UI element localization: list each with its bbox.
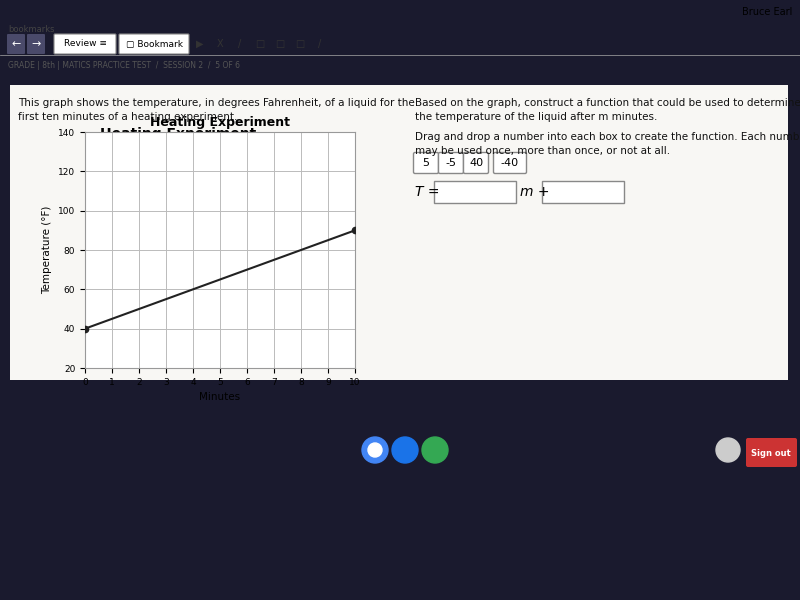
Text: GRADE | 8th | MATICS PRACTICE TEST  /  SESSION 2  /  5 OF 6: GRADE | 8th | MATICS PRACTICE TEST / SES… — [8, 61, 240, 70]
Text: T =: T = — [415, 185, 439, 199]
Circle shape — [716, 438, 740, 462]
FancyBboxPatch shape — [542, 181, 624, 203]
FancyBboxPatch shape — [434, 181, 516, 203]
Text: X: X — [217, 39, 223, 49]
Text: Sign out: Sign out — [751, 449, 791, 457]
Text: bookmarks: bookmarks — [8, 25, 54, 34]
Text: →: → — [31, 39, 41, 49]
Text: m +: m + — [520, 185, 550, 199]
Text: This graph shows the temperature, in degrees Fahrenheit, of a liquid for the: This graph shows the temperature, in deg… — [18, 98, 414, 108]
Text: the temperature of the liquid after m minutes.: the temperature of the liquid after m mi… — [415, 112, 658, 122]
Circle shape — [362, 437, 388, 463]
Title: Heating Experiment: Heating Experiment — [150, 116, 290, 130]
Text: /: / — [318, 39, 322, 49]
FancyBboxPatch shape — [27, 34, 45, 54]
Text: Bruce Earl: Bruce Earl — [742, 7, 792, 17]
Text: may be used once, more than once, or not at all.: may be used once, more than once, or not… — [415, 146, 670, 156]
Text: Based on the graph, construct a function that could be used to determine T,: Based on the graph, construct a function… — [415, 98, 800, 108]
Text: -5: -5 — [446, 158, 457, 168]
Text: ←: ← — [11, 39, 21, 49]
Text: 5: 5 — [422, 158, 430, 168]
FancyBboxPatch shape — [463, 152, 489, 173]
FancyBboxPatch shape — [10, 85, 788, 380]
FancyBboxPatch shape — [438, 152, 463, 173]
Text: ▢ Bookmark: ▢ Bookmark — [126, 40, 182, 49]
Circle shape — [368, 443, 382, 457]
Text: □: □ — [255, 39, 265, 49]
FancyBboxPatch shape — [746, 438, 797, 467]
Text: /: / — [238, 39, 242, 49]
Text: -40: -40 — [501, 158, 519, 168]
Text: first ten minutes of a heating experiment.: first ten minutes of a heating experimen… — [18, 112, 238, 122]
FancyBboxPatch shape — [54, 34, 116, 54]
X-axis label: Minutes: Minutes — [199, 392, 241, 402]
Text: Heating Experiment: Heating Experiment — [100, 127, 256, 141]
Text: 40: 40 — [469, 158, 483, 168]
Circle shape — [422, 437, 448, 463]
Text: □: □ — [295, 39, 305, 49]
Y-axis label: Temperature (°F): Temperature (°F) — [42, 206, 53, 294]
Text: ▶: ▶ — [196, 39, 204, 49]
Text: Drag and drop a number into each box to create the function. Each number: Drag and drop a number into each box to … — [415, 132, 800, 142]
Text: □: □ — [275, 39, 285, 49]
FancyBboxPatch shape — [414, 152, 438, 173]
FancyBboxPatch shape — [494, 152, 526, 173]
Circle shape — [392, 437, 418, 463]
Text: Review ≡: Review ≡ — [63, 40, 106, 49]
FancyBboxPatch shape — [7, 34, 25, 54]
FancyBboxPatch shape — [119, 34, 189, 54]
